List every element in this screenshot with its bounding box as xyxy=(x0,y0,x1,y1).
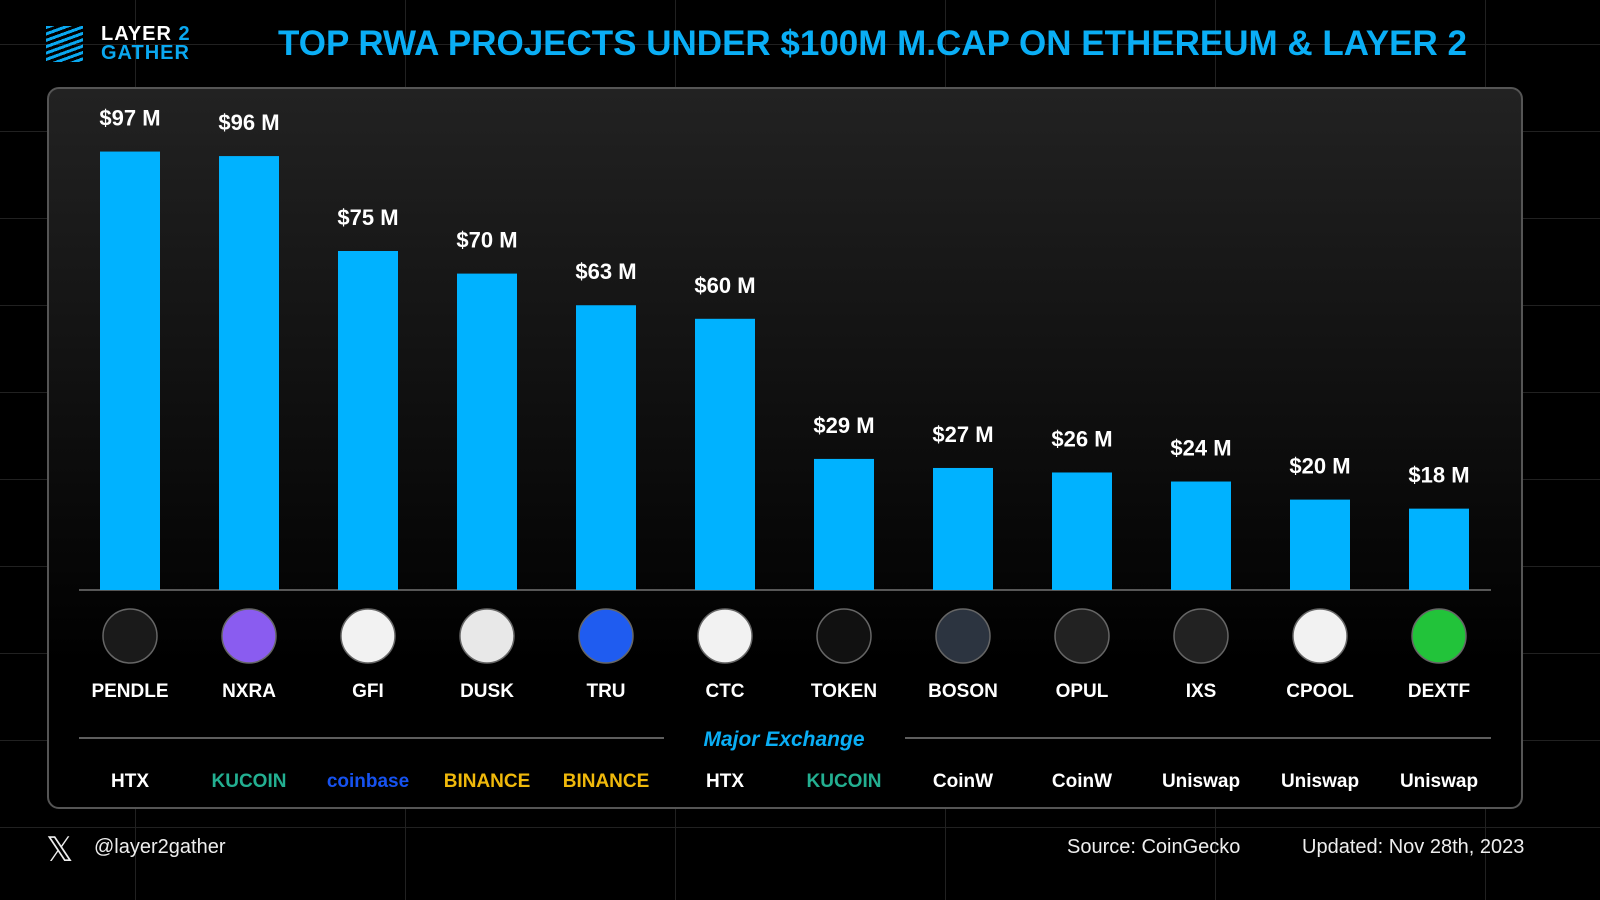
updated-note: Updated: Nov 28th, 2023 xyxy=(1302,836,1525,858)
gfi-token-icon xyxy=(340,608,396,664)
exchange-logo-coinbase: coinbase xyxy=(327,771,409,792)
opul-token-icon xyxy=(1054,608,1110,664)
tick-label: OPUL xyxy=(1056,681,1109,702)
data-label: $63 M xyxy=(575,259,636,284)
brand-line2: GATHER xyxy=(101,42,190,64)
exchange-logo-uniswap: Uniswap xyxy=(1162,771,1240,792)
tick-label: GFI xyxy=(352,681,384,702)
dextf-token-icon xyxy=(1411,608,1467,664)
social-handle: @layer2gather xyxy=(94,836,226,858)
data-label: $26 M xyxy=(1051,426,1112,451)
x-logo-icon: 𝕏 xyxy=(46,831,74,869)
bar-token xyxy=(814,458,874,590)
chart-title: TOP RWA PROJECTS UNDER $100M M.CAP ON ET… xyxy=(278,24,1467,63)
data-label: $97 M xyxy=(99,106,160,131)
exchange-logo-htx: HTX xyxy=(111,771,149,792)
exchange-logo-uniswap: Uniswap xyxy=(1400,771,1478,792)
source-note: Source: CoinGecko xyxy=(1067,836,1241,858)
data-label: $18 M xyxy=(1408,463,1469,488)
bar-ctc xyxy=(695,318,755,590)
exchange-logo-binance: BINANCE xyxy=(444,771,531,792)
exchange-header: Major Exchange xyxy=(703,728,864,751)
nxra-token-icon xyxy=(221,608,277,664)
token-token-icon xyxy=(816,608,872,664)
bar-gfi xyxy=(338,251,398,590)
ctc-token-icon xyxy=(697,608,753,664)
tru-token-icon xyxy=(578,608,634,664)
data-label: $70 M xyxy=(456,228,517,253)
exchange-logo-coinw: CoinW xyxy=(1052,771,1112,792)
tick-label: DEXTF xyxy=(1408,681,1470,702)
data-label: $27 M xyxy=(932,422,993,447)
tick-label: NXRA xyxy=(222,681,276,702)
tick-label: DUSK xyxy=(460,681,514,702)
tick-label: TOKEN xyxy=(811,681,877,702)
brand-line1: LAYER xyxy=(101,23,172,45)
bar-opul xyxy=(1052,472,1112,590)
exchange-logo-coinw: CoinW xyxy=(933,771,993,792)
tick-label: IXS xyxy=(1186,681,1217,702)
data-label: $75 M xyxy=(337,205,398,230)
brand-accent: 2 xyxy=(178,23,191,45)
bar-nxra xyxy=(219,156,279,590)
cpool-token-icon xyxy=(1292,608,1348,664)
exchange-logo-htx: HTX xyxy=(706,771,744,792)
bar-pendle xyxy=(100,151,160,590)
data-label: $60 M xyxy=(694,273,755,298)
bar-tru xyxy=(576,305,636,590)
data-label: $96 M xyxy=(218,110,279,135)
bar-ixs xyxy=(1171,481,1231,590)
dusk-token-icon xyxy=(459,608,515,664)
exchange-logo-kucoin: KUCOIN xyxy=(807,771,882,792)
ixs-token-icon xyxy=(1173,608,1229,664)
tick-label: CPOOL xyxy=(1286,681,1354,702)
logo-mark-icon xyxy=(46,26,83,62)
bar-dusk xyxy=(457,273,517,590)
tick-label: CTC xyxy=(705,681,744,702)
exchange-logo-kucoin: KUCOIN xyxy=(212,771,287,792)
tick-label: BOSON xyxy=(928,681,998,702)
bar-cpool xyxy=(1290,499,1350,590)
tick-label: PENDLE xyxy=(91,681,168,702)
chart-panel xyxy=(47,87,1523,809)
data-label: $20 M xyxy=(1289,454,1350,479)
bar-boson xyxy=(933,467,993,590)
data-label: $29 M xyxy=(813,413,874,438)
exchange-logo-binance: BINANCE xyxy=(563,771,650,792)
pendle-token-icon xyxy=(102,608,158,664)
bar-dextf xyxy=(1409,508,1469,590)
exchange-logo-uniswap: Uniswap xyxy=(1281,771,1359,792)
data-label: $24 M xyxy=(1170,436,1231,461)
tick-label: TRU xyxy=(586,681,625,702)
boson-token-icon xyxy=(935,608,991,664)
brand-logo: LAYER 2 GATHER xyxy=(46,23,191,64)
